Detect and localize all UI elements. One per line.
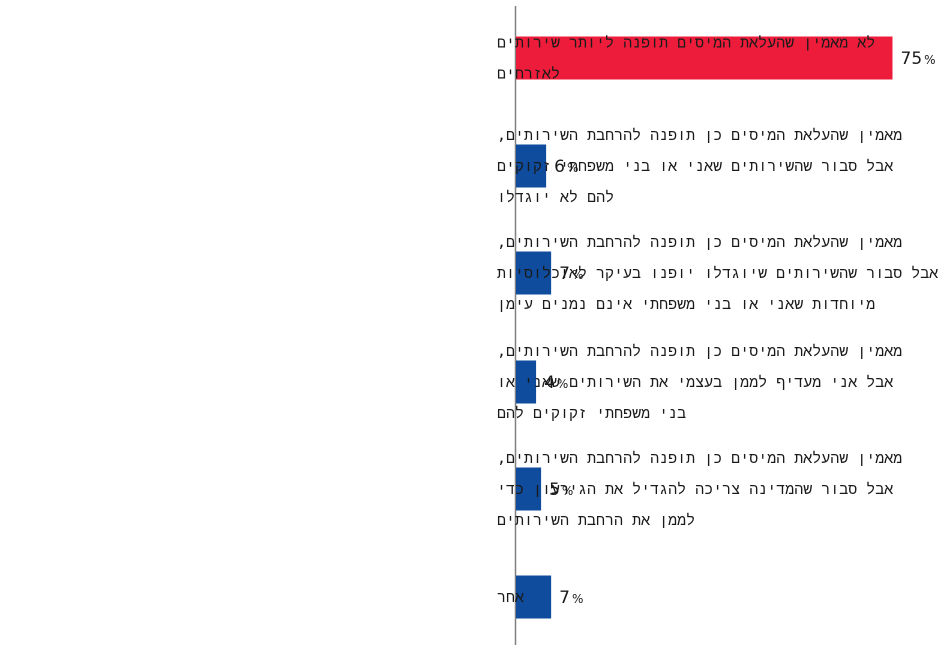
bar-3: [516, 251, 552, 295]
category-label-line: להם לא יוגדלו: [497, 188, 614, 206]
category-label-line: אחר: [497, 588, 524, 606]
category-label-6: אחר: [497, 588, 524, 606]
category-label-line: מיוחדות שאני או בני משפחתי אינם נמנים עי…: [497, 295, 875, 313]
bars-group: [516, 36, 893, 619]
category-label-line: מאמין שהעלאת המיסים כן תופנה להרחבת השיר…: [497, 126, 902, 144]
category-label-line: בני משפחתי זקוקים להם: [497, 404, 686, 422]
category-label-line: לא מאמין שהעלאת המיסים תופנה ליותר שירות…: [497, 34, 875, 52]
category-label-line: אבל סבור שהשירותים שיוגדלו יופנו בעיקר ל…: [497, 264, 938, 282]
bar-value-label-3: 7%: [559, 264, 583, 284]
bar-value-label-1: 75%: [901, 49, 936, 69]
category-label-line: לממן את הרחבת השירותים: [497, 511, 695, 529]
category-label-line: מאמין שהעלאת המיסים כן תופנה להרחבת השיר…: [497, 342, 902, 360]
bar-value-label-5: 5%: [549, 480, 573, 500]
category-label-4: מאמין שהעלאת המיסים כן תופנה להרחבת השיר…: [497, 342, 902, 422]
bar-value-label-4: 4%: [544, 373, 568, 393]
bar-2: [516, 144, 547, 188]
category-label-1: לא מאמין שהעלאת המיסים תופנה ליותר שירות…: [497, 34, 875, 83]
bar-value-label-6: 7%: [559, 588, 583, 608]
category-label-line: אבל סבור שהמדינה צריכה להגדיל את הגירעון…: [497, 480, 893, 498]
bar-value-label-2: 6%: [554, 157, 578, 177]
category-label-5: מאמין שהעלאת המיסים כן תופנה להרחבת השיר…: [497, 449, 902, 529]
category-label-line: לאזרחים: [497, 65, 560, 83]
value-labels-group: 75 % 6 % 7 % 4 % 5 % 7%: [544, 49, 935, 608]
bar-6: [516, 575, 552, 619]
bar-5: [516, 467, 542, 511]
category-label-line: מאמין שהעלאת המיסים כן תופנה להרחבת השיר…: [497, 233, 902, 251]
category-label-line: אבל אני מעדיף לממן בעצמי את השירותים שאנ…: [497, 373, 893, 391]
category-label-line: אבל סבור שהשירותים שאני או בני משפחתי זק…: [497, 157, 893, 175]
category-label-2: מאמין שהעלאת המיסים כן תופנה להרחבת השיר…: [497, 126, 902, 206]
category-labels-group: לא מאמין שהעלאת המיסים תופנה ליותר שירות…: [497, 34, 938, 607]
bar-4: [516, 360, 537, 404]
bar-1: [516, 36, 893, 80]
category-label-line: מאמין שהעלאת המיסים כן תופנה להרחבת השיר…: [497, 449, 902, 467]
category-label-3: מאמין שהעלאת המיסים כן תופנה להרחבת השיר…: [497, 233, 938, 313]
